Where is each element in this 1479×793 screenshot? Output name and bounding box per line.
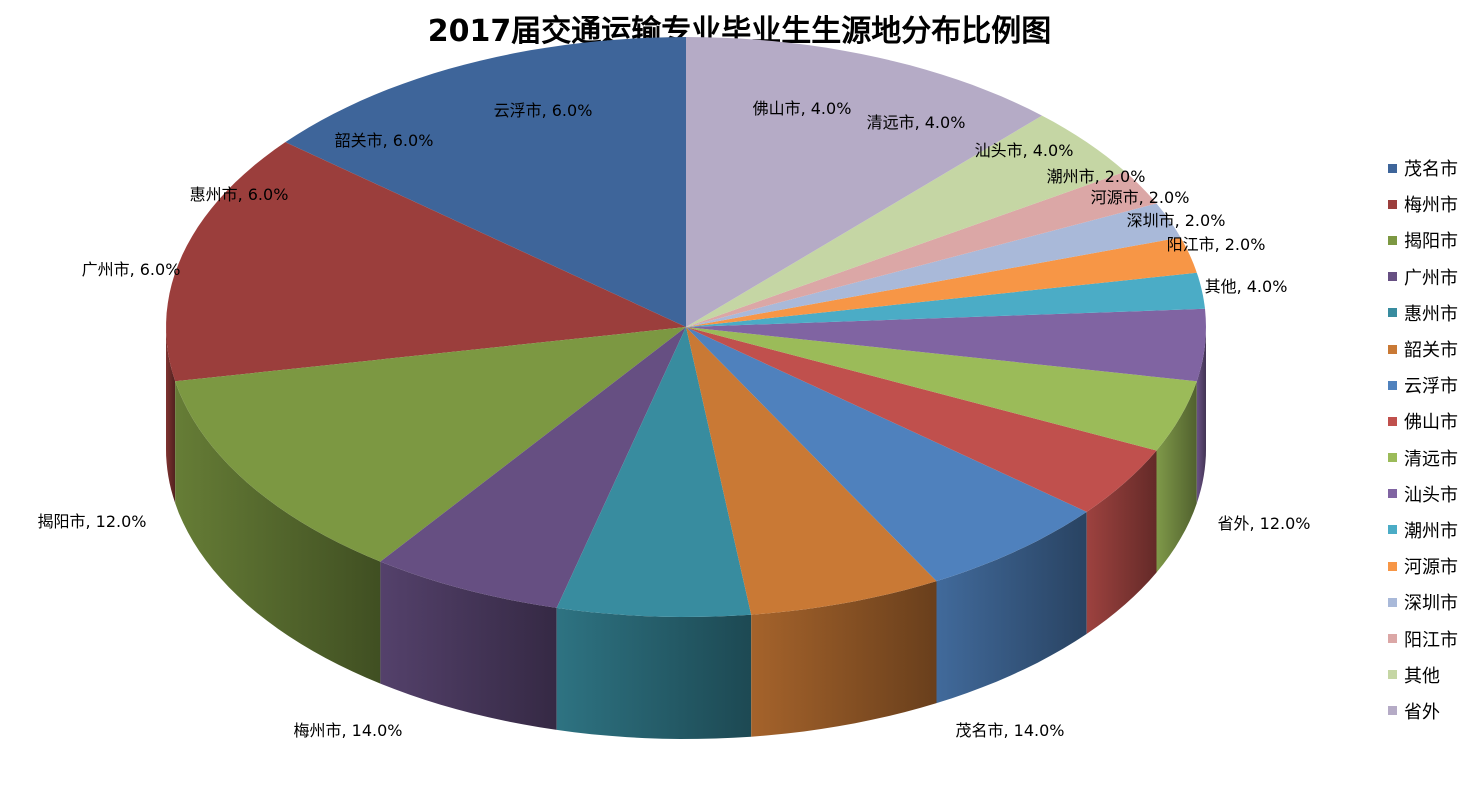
slice-10-side xyxy=(1196,327,1206,504)
legend-label: 省外 xyxy=(1404,701,1440,723)
legend-item: 潮州市 xyxy=(1388,512,1476,548)
legend-label: 河源市 xyxy=(1404,557,1458,579)
slice-9 xyxy=(686,327,1197,451)
legend-item: 其他 xyxy=(1388,657,1476,693)
legend-swatch xyxy=(1388,561,1397,571)
legend-label: 潮州市 xyxy=(1404,520,1458,542)
legend-swatch xyxy=(1388,344,1397,354)
slice-12-data-label: 河源市, 2.0% xyxy=(1091,188,1190,207)
slice-10-data-label: 汕头市, 4.0% xyxy=(975,141,1074,160)
legend-label: 云浮市 xyxy=(1404,376,1458,398)
slice-11 xyxy=(686,272,1205,327)
slice-16 xyxy=(686,37,1042,327)
slice-8-side xyxy=(1086,450,1157,634)
slice-3-data-label: 揭阳市, 12.0% xyxy=(37,512,146,531)
slice-3-side xyxy=(175,381,381,684)
pie-top-faces xyxy=(166,37,1206,617)
legend-item: 韶关市 xyxy=(1388,331,1476,367)
legend-item: 揭阳市 xyxy=(1388,222,1476,258)
slice-1 xyxy=(285,37,686,327)
slice-4 xyxy=(380,327,686,608)
legend-item: 广州市 xyxy=(1388,259,1476,295)
legend-item: 省外 xyxy=(1388,693,1476,729)
legend-swatch xyxy=(1388,416,1397,426)
legend-item: 清远市 xyxy=(1388,440,1476,476)
legend-swatch xyxy=(1388,308,1397,318)
legend-item: 云浮市 xyxy=(1388,367,1476,403)
legend-item: 茂名市 xyxy=(1388,150,1476,186)
slice-6 xyxy=(686,327,937,615)
slice-7-side xyxy=(936,511,1087,704)
slice-8-data-label: 佛山市, 4.0% xyxy=(753,99,852,118)
slice-15 xyxy=(686,115,1126,327)
slice-4-side xyxy=(380,561,557,730)
legend-label: 深圳市 xyxy=(1404,593,1458,615)
legend-label: 其他 xyxy=(1404,665,1440,687)
legend-label: 清远市 xyxy=(1404,448,1458,470)
legend-label: 广州市 xyxy=(1404,267,1458,289)
legend-label: 阳江市 xyxy=(1404,629,1458,651)
legend-swatch xyxy=(1388,670,1397,680)
slice-13-data-label: 深圳市, 2.0% xyxy=(1127,211,1226,230)
slice-5-side xyxy=(556,607,752,739)
slice-12 xyxy=(686,237,1197,327)
slice-9-side xyxy=(1156,381,1197,573)
pie-side-walls xyxy=(166,327,1206,739)
legend-label: 揭阳市 xyxy=(1404,231,1458,253)
slice-16-data-label: 省外, 12.0% xyxy=(1217,514,1310,533)
slice-2-side xyxy=(166,327,176,504)
legend-item: 深圳市 xyxy=(1388,584,1476,620)
legend-swatch xyxy=(1388,706,1397,716)
legend-swatch xyxy=(1388,235,1397,245)
legend-label: 佛山市 xyxy=(1404,412,1458,434)
data-labels: 茂名市, 14.0% 梅州市, 14.0% 揭阳市, 12.0% 广州市, 6.0% 惠… xyxy=(37,99,1310,740)
legend-item: 佛山市 xyxy=(1388,403,1476,439)
slice-8 xyxy=(686,327,1157,512)
legend-item: 梅州市 xyxy=(1388,186,1476,222)
legend-item: 阳江市 xyxy=(1388,620,1476,656)
slice-1-data-label: 茂名市, 14.0% xyxy=(955,721,1064,740)
slice-11-data-label: 潮州市, 2.0% xyxy=(1047,167,1146,186)
legend-swatch xyxy=(1388,380,1397,390)
slice-10 xyxy=(686,308,1206,382)
legend-label: 韶关市 xyxy=(1404,340,1458,362)
legend-swatch xyxy=(1388,525,1397,535)
slice-13 xyxy=(686,203,1181,327)
legend-swatch xyxy=(1388,453,1397,463)
legend-swatch xyxy=(1388,489,1397,499)
legend-label: 汕头市 xyxy=(1404,484,1458,506)
legend: 茂名市梅州市揭阳市广州市惠州市韶关市云浮市佛山市清远市汕头市潮州市河源市深圳市阳… xyxy=(1388,150,1476,729)
legend-swatch xyxy=(1388,272,1397,282)
slice-14-data-label: 阳江市, 2.0% xyxy=(1167,235,1266,254)
legend-label: 梅州市 xyxy=(1404,195,1458,217)
slice-3 xyxy=(175,327,686,562)
slice-2-data-label: 梅州市, 14.0% xyxy=(293,721,402,740)
slice-5-data-label: 惠州市, 6.0% xyxy=(190,185,289,204)
legend-label: 惠州市 xyxy=(1404,303,1458,325)
slice-9-data-label: 清远市, 4.0% xyxy=(867,113,966,132)
slice-4-data-label: 广州市, 6.0% xyxy=(82,260,181,279)
slice-6-data-label: 韶关市, 6.0% xyxy=(335,131,434,150)
slice-6-side xyxy=(751,581,937,737)
slice-7-data-label: 云浮市, 6.0% xyxy=(494,101,593,120)
slice-7 xyxy=(686,327,1087,582)
legend-item: 汕头市 xyxy=(1388,476,1476,512)
legend-swatch xyxy=(1388,634,1397,644)
slice-2 xyxy=(166,142,687,382)
legend-swatch xyxy=(1388,199,1397,209)
legend-swatch xyxy=(1388,163,1397,173)
slice-15-data-label: 其他, 4.0% xyxy=(1205,277,1288,296)
legend-label: 茂名市 xyxy=(1404,159,1458,181)
legend-swatch xyxy=(1388,597,1397,607)
legend-item: 惠州市 xyxy=(1388,295,1476,331)
slice-5 xyxy=(556,327,752,617)
slice-14 xyxy=(686,171,1157,327)
legend-item: 河源市 xyxy=(1388,548,1476,584)
